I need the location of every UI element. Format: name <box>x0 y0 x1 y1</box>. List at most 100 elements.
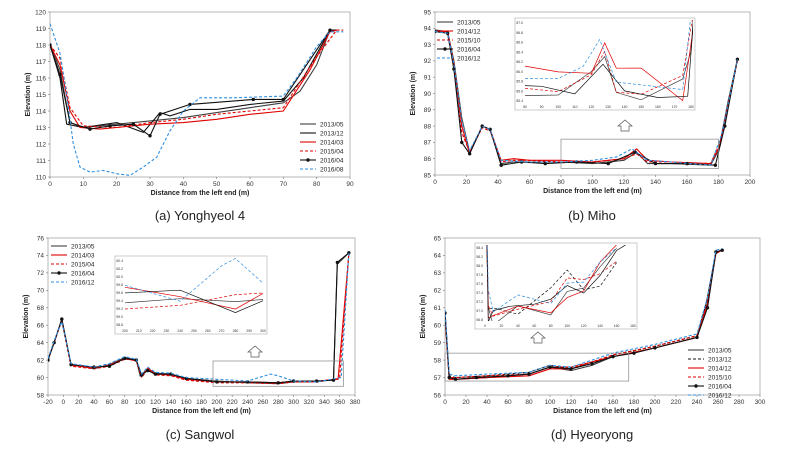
inset-series-group <box>486 245 627 321</box>
inset-x-tick-label: 160 <box>614 324 620 328</box>
y-tick-label: 70 <box>37 288 45 295</box>
inset-plot-area <box>114 255 268 335</box>
legend-label: 2014/12 <box>457 28 481 35</box>
legend-label: 2015/10 <box>457 37 481 44</box>
y-tick-label: 63 <box>434 270 442 277</box>
x-tick-label: 10 <box>80 181 88 188</box>
x-tick-label: 80 <box>313 181 321 188</box>
x-tick-label: 160 <box>608 399 619 406</box>
x-tick-label: 100 <box>135 399 146 406</box>
inset-y-tick-label: 57.8 <box>476 273 483 277</box>
series-group <box>435 29 740 167</box>
inset-series-line <box>486 245 617 317</box>
inset-series-line <box>525 22 693 98</box>
legend-label: 2016/12 <box>708 392 732 399</box>
x-axis-label: Distance from the left end (m) <box>152 408 251 415</box>
x-tick-label: 200 <box>650 399 661 406</box>
x-tick-label: 20 <box>462 399 470 406</box>
x-tick-label: 280 <box>734 399 745 406</box>
series-point <box>48 358 50 362</box>
series-group <box>48 251 351 385</box>
inset-y-tick-label: 85.4 <box>516 99 523 103</box>
series-point <box>276 381 280 385</box>
y-tick-label: 57 <box>434 375 442 382</box>
legend-label: 2014/03 <box>71 252 95 259</box>
series-point <box>447 375 451 380</box>
inset-y-tick-label: 57.0 <box>476 309 483 313</box>
series-line-2015-04 <box>50 29 344 129</box>
x-tick-label: 40 <box>483 399 491 406</box>
x-tick-label: 340 <box>319 399 330 406</box>
legend-label: 2015/04 <box>320 148 344 155</box>
inset-x-tick-label: 120 <box>589 105 595 109</box>
inset-x-tick-label: 100 <box>564 324 570 328</box>
y-tick-label: 86 <box>424 156 432 163</box>
x-tick-label: 260 <box>257 399 268 406</box>
x-tick-label: 60 <box>504 399 512 406</box>
y-tick-label: 60 <box>37 375 45 382</box>
inset-y-tick-label: 58.4 <box>476 246 483 250</box>
inset-x-tick-label: 230 <box>164 329 170 333</box>
chart-panel-2: 85 86 87 88 89 90 91 92 93 94 95 0 20 40 60 80 100 120 140… <box>410 9 756 223</box>
zoom-arrow-icon <box>617 119 633 132</box>
series-point <box>148 134 152 138</box>
series-point <box>611 354 615 359</box>
series-point <box>215 380 219 384</box>
inset-y-tick-label: 59.2 <box>116 307 123 311</box>
y-axis-label: Elevation (m) <box>410 72 417 116</box>
series-point <box>569 367 573 371</box>
x-tick-label: 240 <box>692 399 703 406</box>
plot-area <box>49 11 351 178</box>
legend-label: 2015/10 <box>708 374 732 381</box>
series-point <box>590 361 594 366</box>
inset-x-tick-label: 280 <box>233 329 239 333</box>
series-point <box>158 112 162 117</box>
series-point <box>131 122 136 126</box>
series-point <box>548 365 552 369</box>
inset-x-tick-label: 80 <box>523 105 527 109</box>
x-tick-label: -20 <box>43 399 53 406</box>
y-tick-label: 119 <box>36 26 47 33</box>
inset-x-tick-label: 150 <box>638 105 644 109</box>
figure-caption: (a) Yonghyeol 4 <box>155 208 245 223</box>
y-tick-label: 68 <box>37 305 45 312</box>
legend-label: 2013/05 <box>457 19 481 26</box>
y-tick-label: 58 <box>37 392 45 399</box>
x-tick-label: 80 <box>525 399 533 406</box>
legend-label: 2016/04 <box>708 383 732 390</box>
series-line-2013-12 <box>50 29 337 134</box>
x-tick-label: 20 <box>75 399 83 406</box>
inset-x-tick-label: 0 <box>484 324 486 328</box>
legend-marker <box>443 47 447 51</box>
inset-y-tick-label: 59.4 <box>116 299 123 303</box>
inset-y-tick-label: 60.0 <box>116 275 123 279</box>
inset-y-tick-label: 57.2 <box>476 300 483 304</box>
series-point <box>543 161 547 166</box>
inset-y-tick-label: 59.6 <box>116 291 123 295</box>
x-tick-label: 40 <box>90 399 98 406</box>
figure-caption: (b) Miho <box>568 208 616 223</box>
inset-x-tick-label: 300 <box>260 329 266 333</box>
series-line-2016-12 <box>435 31 738 166</box>
inset-series-line <box>525 22 693 102</box>
legend-label: 2013/05 <box>708 347 732 354</box>
series-point <box>146 368 150 373</box>
inset-series-line <box>486 245 627 321</box>
inset-plot-area <box>474 242 638 330</box>
y-tick-label: 62 <box>434 288 442 295</box>
series-point <box>347 251 351 255</box>
x-axis-label: Distance from the left end (m) <box>151 190 250 197</box>
x-tick-label: 0 <box>443 399 447 406</box>
y-tick-label: 59 <box>434 340 442 347</box>
inset-x-tick-label: 80 <box>549 324 553 328</box>
x-tick-label: 180 <box>629 399 640 406</box>
inset-y-tick-label: 87.0 <box>516 21 523 25</box>
series-line-2014-03 <box>50 29 337 130</box>
x-tick-label: 380 <box>350 399 361 406</box>
x-tick-label: 60 <box>106 399 114 406</box>
y-axis-label: Elevation (m) <box>420 295 427 339</box>
y-tick-label: 72 <box>37 270 45 277</box>
inset-series-group <box>125 258 264 313</box>
y-tick-label: 117 <box>36 59 47 66</box>
y-tick-label: 60 <box>434 323 442 330</box>
